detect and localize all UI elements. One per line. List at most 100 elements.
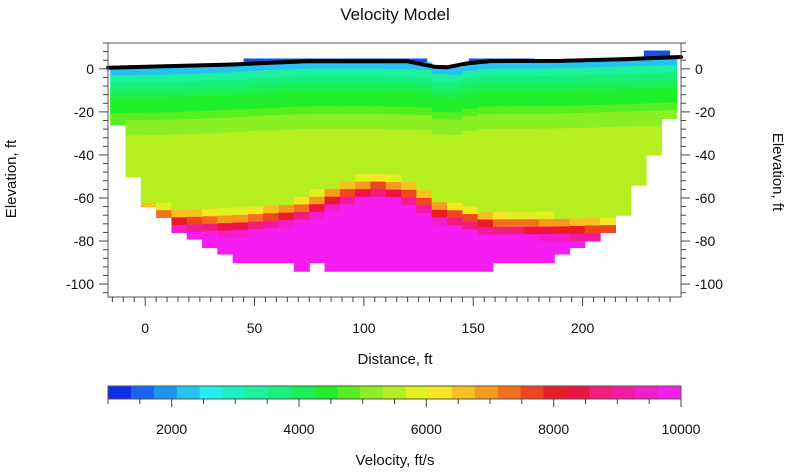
velocity-cell xyxy=(217,238,234,247)
velocity-cell xyxy=(217,125,234,134)
velocity-cell xyxy=(355,166,372,175)
velocity-cell xyxy=(385,69,402,78)
colorbar-label: Velocity, ft/s xyxy=(356,452,435,469)
velocity-cell xyxy=(309,181,326,190)
velocity-cell xyxy=(247,70,264,80)
velocity-cell xyxy=(661,87,678,96)
velocity-cell xyxy=(646,133,662,142)
velocity-cell xyxy=(462,78,479,87)
velocity-cell xyxy=(263,198,280,207)
velocity-cell xyxy=(492,211,509,220)
velocity-cell xyxy=(140,157,157,166)
velocity-cell xyxy=(492,151,509,160)
velocity-cell xyxy=(324,264,341,272)
velocity-cell xyxy=(385,219,402,228)
velocity-cell xyxy=(339,68,356,77)
velocity-cell xyxy=(462,229,479,238)
velocity-cell xyxy=(431,202,448,211)
velocity-cell xyxy=(293,151,310,160)
velocity-cell xyxy=(156,195,173,204)
velocity-cell xyxy=(278,167,295,176)
velocity-column xyxy=(232,64,249,264)
velocity-cell xyxy=(202,148,218,157)
velocity-cell xyxy=(431,232,448,241)
velocity-cell xyxy=(477,144,494,153)
colorbar-swatch xyxy=(589,386,613,399)
velocity-cell xyxy=(125,142,142,152)
velocity-cell xyxy=(385,212,402,221)
y-tick-label: 0 xyxy=(86,61,94,77)
velocity-cell xyxy=(324,61,341,70)
velocity-column xyxy=(584,59,601,242)
y-tick-label-right: -20 xyxy=(695,104,715,120)
colorbar-swatch xyxy=(428,386,453,399)
velocity-cell xyxy=(339,219,356,228)
velocity-cell xyxy=(477,106,494,115)
velocity-cell xyxy=(309,219,326,228)
velocity-cell xyxy=(247,63,264,72)
velocity-cell xyxy=(462,259,479,268)
velocity-cell xyxy=(538,256,555,264)
velocity-cell xyxy=(661,110,678,119)
velocity-cell xyxy=(462,214,479,223)
colorbar-swatch xyxy=(383,386,407,399)
colorbar-swatch xyxy=(497,386,521,399)
velocity-cell xyxy=(232,132,249,141)
velocity-cell xyxy=(508,226,525,235)
plot-frame xyxy=(107,42,682,298)
velocity-cell xyxy=(247,199,264,208)
velocity-cell xyxy=(202,140,218,150)
velocity-cell xyxy=(385,61,402,70)
velocity-cell xyxy=(125,135,142,144)
velocity-cell xyxy=(508,219,525,228)
velocity-cell xyxy=(446,172,463,181)
velocity-cell xyxy=(523,166,540,175)
velocity-cell xyxy=(385,121,402,130)
colorbar-swatch xyxy=(176,386,201,399)
velocity-cell xyxy=(492,91,509,100)
velocity-cell xyxy=(401,122,417,131)
velocity-cell xyxy=(339,136,356,145)
velocity-cell xyxy=(477,121,494,130)
velocity-cell xyxy=(247,206,264,215)
velocity-cell xyxy=(431,96,448,105)
y-tick-label: -40 xyxy=(74,147,94,163)
velocity-cell xyxy=(401,91,417,100)
velocity-cell xyxy=(523,204,540,213)
velocity-cell xyxy=(584,172,601,181)
velocity-cell xyxy=(416,235,433,244)
velocity-cell xyxy=(339,241,356,251)
velocity-cell xyxy=(416,175,433,184)
velocity-column xyxy=(324,61,341,272)
velocity-cell xyxy=(355,91,372,100)
velocity-cell xyxy=(217,117,234,126)
velocity-cell xyxy=(569,233,586,242)
velocity-cell xyxy=(569,150,586,159)
velocity-cell xyxy=(324,98,341,107)
velocity-cell xyxy=(324,166,341,175)
velocity-cell xyxy=(492,181,509,190)
velocity-cell xyxy=(171,134,188,143)
colorbar-swatch xyxy=(130,386,155,399)
velocity-cell xyxy=(247,229,264,238)
velocity-cell xyxy=(370,113,387,122)
velocity-cell xyxy=(202,171,218,180)
velocity-cell xyxy=(186,224,203,233)
velocity-cell xyxy=(523,226,540,235)
velocity-cell xyxy=(171,164,188,173)
velocity-cell xyxy=(385,189,402,198)
velocity-cell xyxy=(355,211,372,220)
velocity-cell xyxy=(156,134,173,144)
velocity-column xyxy=(492,61,509,264)
velocity-cell xyxy=(355,256,372,266)
velocity-cell xyxy=(186,156,203,165)
velocity-cell xyxy=(630,103,647,112)
velocity-cell xyxy=(339,76,356,85)
velocity-column xyxy=(630,58,647,186)
velocity-cell xyxy=(431,119,448,128)
velocity-cell xyxy=(401,182,417,191)
velocity-cell xyxy=(217,185,234,194)
y-tick-label-right: -80 xyxy=(695,233,715,249)
velocity-cell xyxy=(431,81,448,90)
velocity-cell xyxy=(324,113,341,122)
